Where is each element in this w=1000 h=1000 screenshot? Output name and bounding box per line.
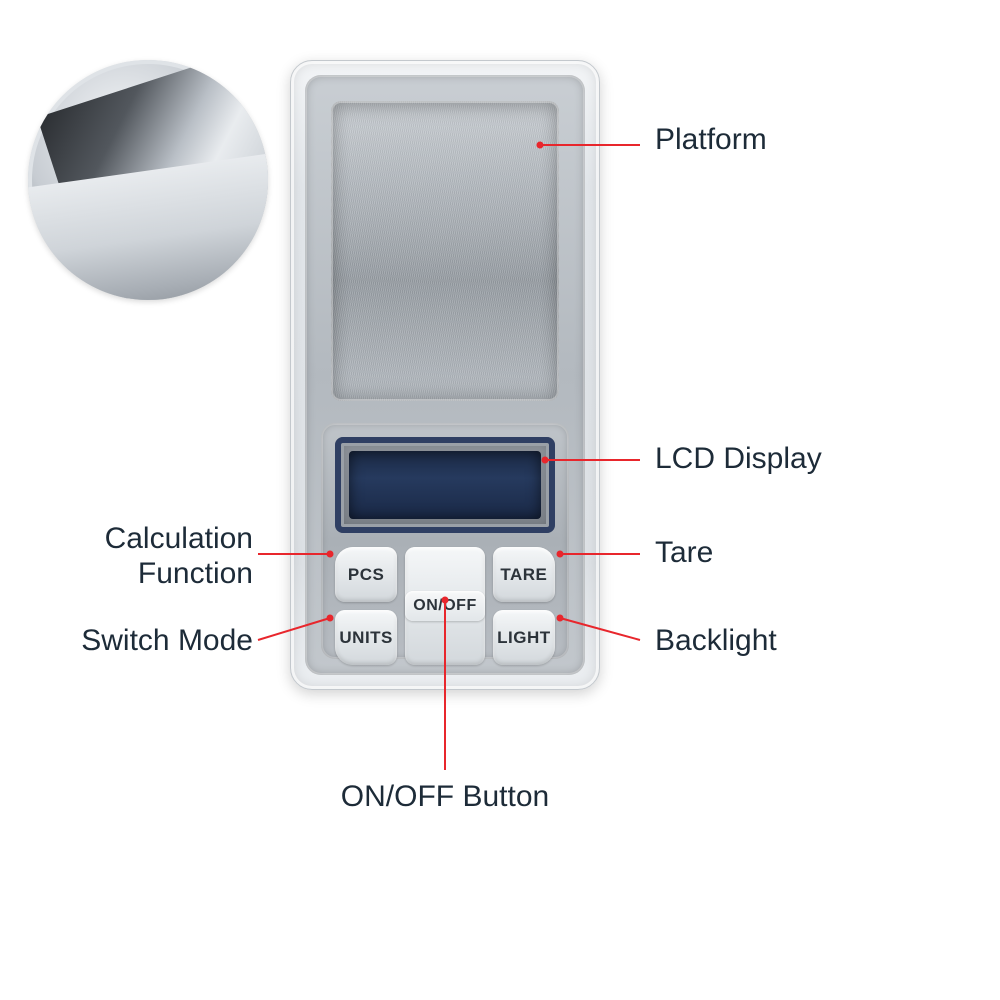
callout-label-calc: Calculation Function	[48, 522, 253, 591]
control-panel: PCS ON/OFF TARE UNITS LIGHT	[321, 423, 569, 659]
light-button[interactable]: LIGHT	[493, 610, 555, 665]
onoff-button-label: ON/OFF	[405, 591, 484, 621]
weighing-platform	[331, 101, 559, 401]
device-inner-shell: PCS ON/OFF TARE UNITS LIGHT	[305, 75, 585, 675]
tare-button[interactable]: TARE	[493, 547, 555, 602]
lcd-display	[349, 451, 541, 519]
callout-label-backlight: Backlight	[655, 624, 777, 659]
infographic-stage: PCS ON/OFF TARE UNITS LIGHT Platform LCD …	[0, 0, 1000, 1000]
callout-label-tare: Tare	[655, 536, 713, 571]
callout-label-switch: Switch Mode	[48, 624, 253, 659]
pcs-button[interactable]: PCS	[335, 547, 397, 602]
onoff-button[interactable]: ON/OFF	[405, 547, 484, 665]
pocket-scale-device: PCS ON/OFF TARE UNITS LIGHT	[290, 60, 600, 690]
callout-label-onoff: ON/OFF Button	[320, 780, 570, 815]
units-button[interactable]: UNITS	[335, 610, 397, 665]
callout-label-lcd: LCD Display	[655, 442, 822, 477]
lcd-frame	[335, 437, 555, 533]
callout-label-platform: Platform	[655, 123, 767, 158]
button-grid: PCS ON/OFF TARE UNITS LIGHT	[335, 547, 555, 665]
detail-inset-circle	[28, 60, 268, 300]
